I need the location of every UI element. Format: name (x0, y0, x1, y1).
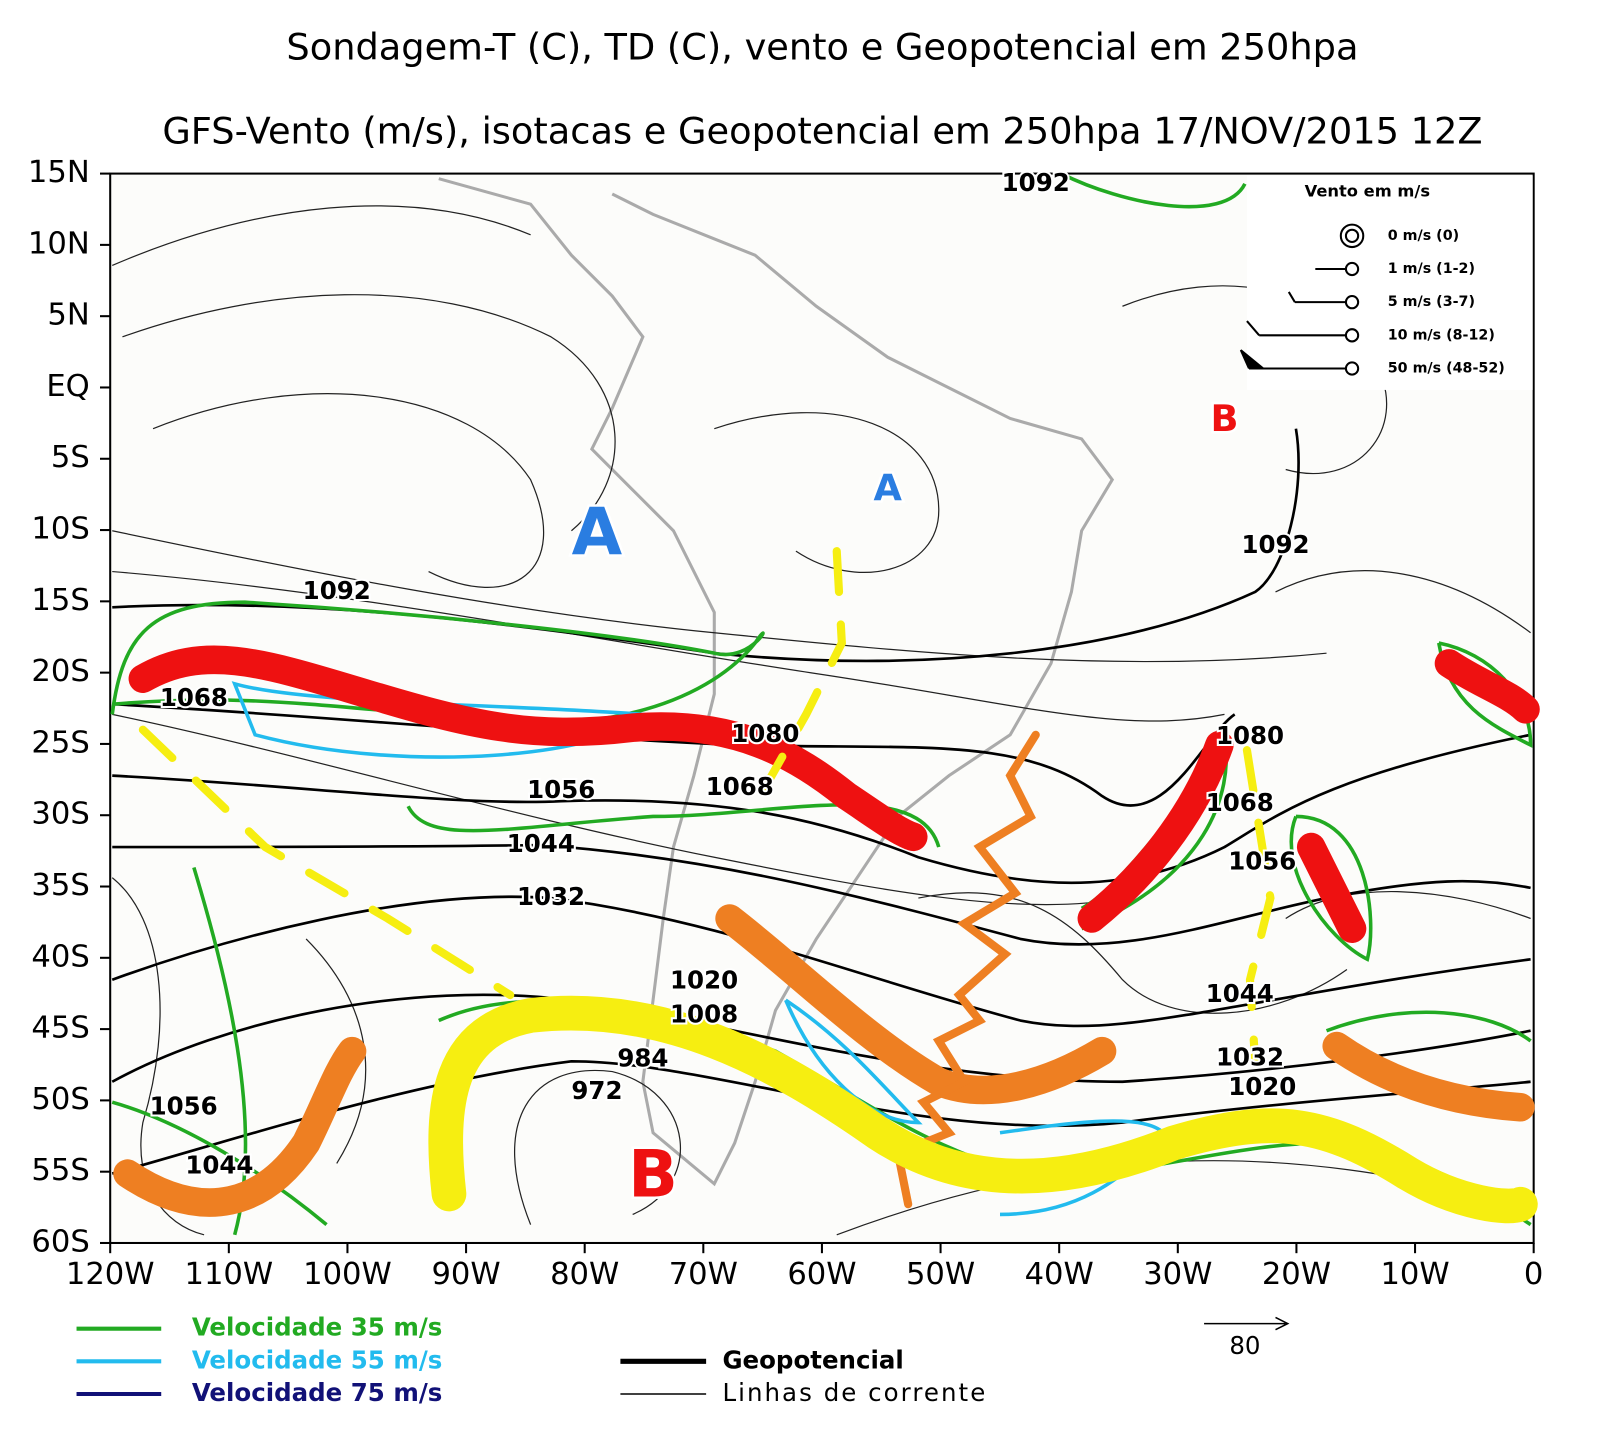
contour-label: 1056 (150, 1091, 218, 1120)
lon-label: 90W (431, 1257, 500, 1292)
contour-label: 1044 (185, 1150, 253, 1179)
reference-label: 80 (1229, 1331, 1260, 1360)
lat-label: 10S (31, 512, 89, 547)
barb-calm (1339, 223, 1365, 249)
wind-legend-item: 1 m/s (1-2) (1388, 261, 1475, 277)
lat-label: 5S (51, 440, 90, 475)
contour-label: 972 (571, 1076, 622, 1105)
contour-label: 1080 (1216, 721, 1284, 750)
lat-label: 10N (28, 226, 90, 261)
contour-label: 1020 (670, 966, 738, 995)
lat-label: 30S (31, 797, 89, 832)
analysis-lines (113, 547, 1540, 1224)
lon-label: 70W (669, 1257, 738, 1292)
lat-label: EQ (46, 369, 89, 404)
pressure-center: B (628, 1137, 678, 1213)
contour-label: 1092 (1241, 530, 1309, 559)
barb-station (1344, 261, 1360, 277)
bottom-legend: Velocidade 35 m/s Velocidade 55 m/s Velo… (76, 1313, 1290, 1407)
legend-label: Velocidade 55 m/s (192, 1345, 443, 1374)
lon-label: 10W (1380, 1257, 1449, 1292)
lat-label: 5N (47, 298, 89, 333)
contour-label: 1092 (303, 576, 371, 605)
lat-label: 25S (31, 725, 89, 760)
lat-label: 45S (31, 1011, 89, 1046)
legend-label: Velocidade 35 m/s (192, 1313, 443, 1342)
legend-label: Velocidade 75 m/s (192, 1378, 443, 1407)
lat-label: 35S (31, 868, 89, 903)
lon-label: 50W (906, 1257, 975, 1292)
contour-label: 1068 (706, 772, 774, 801)
pressure-center: B (1210, 397, 1238, 440)
contour-labels: 1092 1092 1092 1080 1080 1068 1068 1068 1056 1056… (148, 166, 1312, 1216)
lon-label: 80W (550, 1257, 619, 1292)
barb-station (1344, 228, 1360, 243)
contour-label: 1068 (1206, 788, 1274, 817)
contour-label: 1032 (1216, 1042, 1284, 1071)
lon-label: 30W (1143, 1257, 1212, 1292)
barb-station (1344, 361, 1360, 376)
barb (1287, 291, 1346, 304)
wind-legend-item: 50 m/s (48-52) (1388, 360, 1505, 376)
lat-label: 15S (31, 583, 89, 618)
pressure-center: A (572, 494, 623, 570)
subtitle: GFS-Vento (m/s), isotacas e Geopotencial… (162, 109, 1482, 152)
barb-station (1344, 295, 1360, 310)
contour-label: 1008 (670, 999, 738, 1028)
lat-label: 60S (31, 1224, 89, 1259)
wind-legend-item: 0 m/s (0) (1388, 228, 1459, 244)
lat-label: 40S (31, 939, 89, 974)
coastline (438, 177, 1115, 1187)
contour-label: 984 (617, 1043, 668, 1072)
lon-label: 40W (1025, 1257, 1094, 1292)
wind-legend-item: 5 m/s (3-7) (1388, 294, 1475, 310)
contour-label: 1044 (507, 829, 575, 858)
barb (1246, 320, 1346, 337)
lon-label: 20W (1262, 1257, 1331, 1292)
legend-label: Geopotencial (722, 1345, 903, 1374)
contour-label: 1056 (1228, 846, 1296, 875)
pressure-center: A (874, 466, 903, 509)
contour-label: 1044 (1206, 979, 1274, 1008)
lat-label: 20S (31, 654, 89, 689)
lat-label: 50S (31, 1082, 89, 1117)
lon-label: 0 (1524, 1257, 1543, 1292)
lat-label: 55S (31, 1153, 89, 1188)
wind-legend-box (1246, 175, 1533, 390)
lat-label: 15N (28, 155, 90, 190)
title: Sondagem-T (C), TD (C), vento e Geopoten… (286, 26, 1358, 69)
lon-label: 120W (66, 1257, 155, 1292)
contour-label: 1080 (731, 719, 799, 748)
contour-label: 1056 (527, 775, 595, 804)
lon-label: 60W (787, 1257, 856, 1292)
reference-arrow (1204, 1316, 1290, 1331)
contour-label: 1020 (1228, 1072, 1296, 1101)
wind-legend-title: Vento em m/s (1305, 181, 1431, 200)
barb-station (1344, 328, 1360, 343)
contour-label: 1068 (160, 683, 228, 712)
wind-legend-item: 10 m/s (8-12) (1388, 327, 1495, 343)
barb (1239, 349, 1346, 370)
contour-label: 1092 (1002, 168, 1070, 197)
lon-label: 100W (303, 1257, 392, 1292)
contour-label: 1032 (517, 882, 585, 911)
lon-label: 110W (184, 1257, 273, 1292)
legend-label: Linhas de corrente (722, 1378, 987, 1407)
plot: 1092 1092 1092 1080 1080 1068 1068 1068 1056 1056… (109, 166, 1540, 1244)
